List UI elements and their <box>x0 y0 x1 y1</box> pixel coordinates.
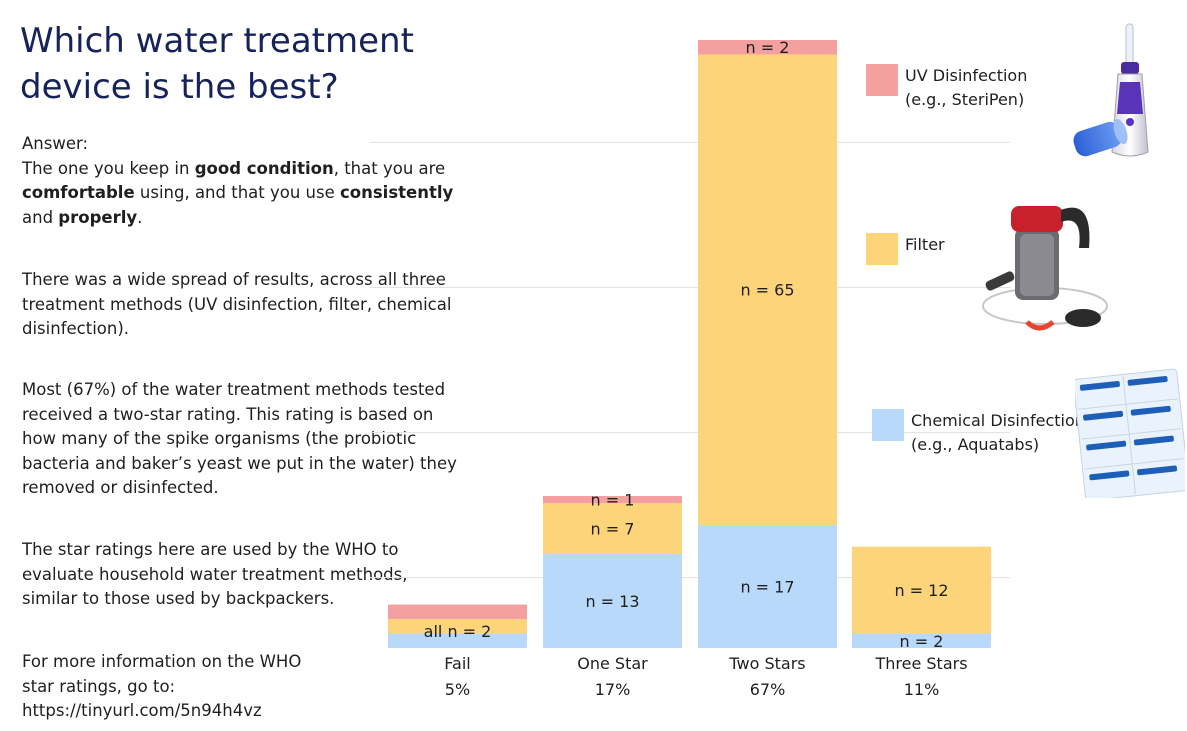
category-percent-label: 17% <box>595 680 631 699</box>
bar-segment <box>698 40 837 55</box>
answer-emphasis: good condition <box>194 158 334 178</box>
answer-emphasis: consistently <box>340 183 454 202</box>
group-label: all n = 2 <box>424 622 492 641</box>
bar-segment <box>543 496 682 504</box>
more-info-line: star ratings, go to: <box>22 676 176 696</box>
gridline <box>370 577 1010 578</box>
most-paragraph: Most (67%) of the water treatment method… <box>22 380 457 497</box>
legend-swatch-chemical <box>872 409 904 441</box>
legend-text-chemical: Chemical Disinfection (e.g., Aquatabs) <box>911 409 1085 457</box>
segment-label: n = 2 <box>746 38 790 57</box>
bar-segment <box>388 604 527 620</box>
answer-emphasis: comfortable <box>22 183 135 202</box>
category-tick-label: Fail <box>444 654 470 673</box>
legend-text-uv: UV Disinfection (e.g., SteriPen) <box>905 64 1027 112</box>
gridline <box>370 287 1010 288</box>
legend-item-chemical: Chemical Disinfection (e.g., Aquatabs) <box>872 409 1085 457</box>
category-percent-label: 11% <box>904 680 940 699</box>
legend-label-filter: Filter <box>905 235 945 254</box>
category-percent-label: 5% <box>445 680 470 699</box>
gridline <box>370 142 1010 143</box>
answer-text: The one you keep in <box>22 158 195 178</box>
answer-text: and <box>22 207 59 227</box>
answer-body: The one you keep in good condition, that… <box>22 157 462 231</box>
segment-label: n = 65 <box>740 281 794 300</box>
bar-segment <box>543 503 682 554</box>
stars-paragraph: The star ratings here are used by the WH… <box>22 540 408 608</box>
legend-sub-uv: (e.g., SteriPen) <box>905 90 1025 109</box>
legend-item-uv: UV Disinfection (e.g., SteriPen) <box>866 64 1027 112</box>
segment-label: n = 17 <box>740 577 794 596</box>
answer-text: , that you are <box>333 158 446 178</box>
gridline <box>370 432 1010 433</box>
bar-segment <box>388 633 527 648</box>
segment-label: n = 2 <box>900 632 944 651</box>
segment-label: n = 1 <box>591 491 635 510</box>
category-tick-label: One Star <box>577 654 648 673</box>
segment-label: n = 12 <box>894 581 948 600</box>
segment-label: n = 7 <box>591 520 635 539</box>
answer-paragraph: Answer: The one you keep in good conditi… <box>22 132 462 230</box>
bar-segment <box>698 54 837 525</box>
more-info-paragraph: For more information on the WHO star rat… <box>22 650 322 724</box>
bar-segment <box>852 546 991 634</box>
category-tick-label: Three Stars <box>874 654 967 673</box>
bar-segment <box>543 553 682 648</box>
segment-label: n = 13 <box>585 592 639 611</box>
answer-heading: Answer: <box>22 134 89 153</box>
spread-paragraph: There was a wide spread of results, acro… <box>22 270 452 338</box>
steripen-icon <box>1073 23 1149 157</box>
water-filter-icon <box>982 206 1108 331</box>
legend-label-chemical: Chemical Disinfection <box>911 411 1085 430</box>
legend-swatch-filter <box>866 233 898 265</box>
answer-text: using, and that you use <box>134 183 340 202</box>
more-info-link[interactable]: https://tinyurl.com/5n94h4vz <box>22 701 262 720</box>
category-tick-label: Two Stars <box>728 654 805 673</box>
bar-segment <box>388 619 527 634</box>
category-percent-label: 67% <box>750 680 786 699</box>
more-info-line: For more information on the WHO <box>22 652 302 671</box>
answer-text: . <box>137 207 143 227</box>
legend-swatch-uv <box>866 64 898 96</box>
legend-label-uv: UV Disinfection <box>905 66 1028 85</box>
page-title: Which water treatment device is the best… <box>20 21 414 107</box>
aquatabs-icon <box>1075 368 1185 498</box>
answer-emphasis: properly <box>58 207 138 227</box>
bar-segment <box>698 524 837 648</box>
legend-sub-chemical: (e.g., Aquatabs) <box>911 435 1040 454</box>
bar-segment <box>852 633 991 648</box>
legend-item-filter: Filter <box>866 233 945 265</box>
